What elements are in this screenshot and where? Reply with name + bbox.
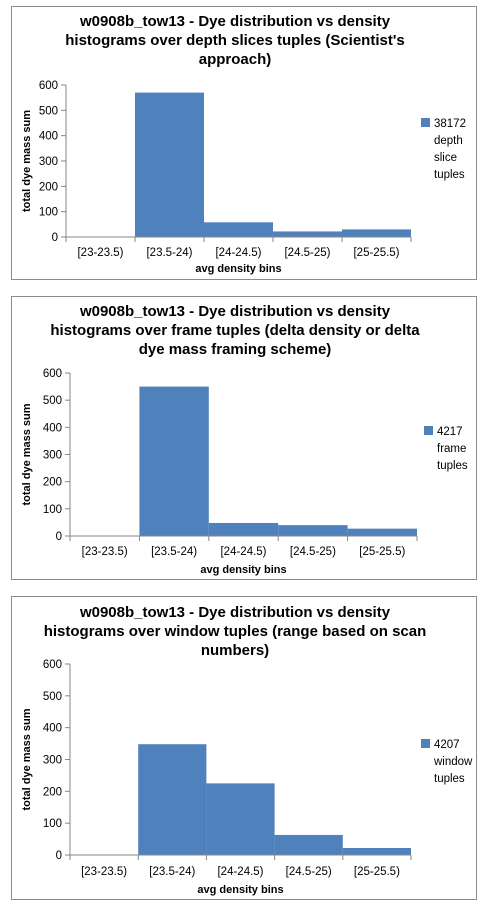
legend-label-line: 4207 — [434, 739, 460, 751]
y-tick-label: 600 — [39, 80, 58, 92]
chart-title-line: histograms over window tuples (range bas… — [44, 623, 427, 640]
bar — [274, 834, 343, 855]
legend-swatch — [421, 118, 430, 127]
bar — [208, 522, 279, 536]
chart-title-line: w0908b_tow13 - Dye distribution vs densi… — [79, 13, 391, 30]
chart-panel-depth-slices: w0908b_tow13 - Dye distribution vs densi… — [11, 6, 477, 280]
x-axis-title: avg density bins — [195, 263, 281, 275]
y-tick-label: 600 — [43, 368, 62, 380]
x-tick-label: [23-23.5) — [77, 247, 123, 259]
x-tick-label: [24-24.5) — [217, 866, 263, 878]
x-tick-label: [23-23.5) — [81, 866, 127, 878]
bar — [138, 744, 207, 855]
chart-panel-frame-tuples: w0908b_tow13 - Dye distribution vs densi… — [11, 296, 477, 580]
y-tick-label: 100 — [39, 207, 58, 219]
y-tick-label: 400 — [39, 131, 58, 143]
y-axis-title: total dye mass sum — [21, 708, 33, 810]
bar — [206, 783, 275, 855]
legend-label-line: tuples — [434, 169, 465, 181]
y-tick-label: 500 — [39, 105, 58, 117]
chart-panel-window-tuples: w0908b_tow13 - Dye distribution vs densi… — [11, 596, 477, 900]
y-tick-label: 300 — [39, 156, 58, 168]
bar — [342, 229, 411, 237]
x-tick-label: [25-25.5) — [359, 546, 405, 558]
legend-label-line: frame — [437, 443, 466, 455]
y-tick-label: 0 — [56, 531, 62, 543]
chart-title-line: dye mass framing scheme) — [139, 341, 332, 358]
x-tick-label: [24-24.5) — [220, 546, 266, 558]
legend-label-line: depth — [434, 135, 463, 147]
chart-title-line: histograms over frame tuples (delta dens… — [50, 322, 420, 339]
bar — [347, 528, 417, 536]
y-tick-label: 100 — [43, 504, 62, 516]
y-tick-label: 0 — [52, 232, 58, 244]
bar — [135, 92, 204, 237]
chart-svg-depth-slices: w0908b_tow13 - Dye distribution vs densi… — [21, 13, 466, 275]
x-tick-label: [24.5-25) — [284, 247, 330, 259]
y-axis-title: total dye mass sum — [21, 110, 33, 212]
chart-title-line: w0908b_tow13 - Dye distribution vs densi… — [79, 303, 391, 320]
legend-label-line: tuples — [434, 773, 465, 785]
y-tick-label: 0 — [56, 850, 62, 862]
x-tick-label: [23.5-24) — [151, 546, 197, 558]
x-tick-label: [24-24.5) — [215, 247, 261, 259]
bar — [204, 222, 273, 237]
x-tick-label: [23.5-24) — [146, 247, 192, 259]
legend-label-line: 4217 — [437, 426, 463, 438]
chart-title-line: w0908b_tow13 - Dye distribution vs densi… — [79, 604, 391, 621]
y-tick-label: 100 — [43, 818, 62, 830]
bar — [139, 386, 209, 536]
legend-swatch — [421, 739, 430, 748]
bar — [278, 525, 348, 536]
legend-swatch — [424, 426, 433, 435]
y-tick-label: 600 — [43, 659, 62, 671]
y-tick-label: 200 — [43, 786, 62, 798]
x-axis-title: avg density bins — [197, 884, 283, 896]
x-axis-title: avg density bins — [200, 564, 286, 576]
chart-title-line: approach) — [199, 51, 272, 68]
y-tick-label: 200 — [39, 181, 58, 193]
chart-title-line: histograms over depth slices tuples (Sci… — [65, 32, 405, 49]
y-tick-label: 500 — [43, 691, 62, 703]
legend-label-line: tuples — [437, 460, 468, 472]
chart-title-line: numbers) — [201, 642, 269, 659]
legend-label-line: window — [433, 756, 473, 768]
legend-label-line: slice — [434, 152, 457, 164]
legend-label-line: 38172 — [434, 118, 466, 130]
x-tick-label: [24.5-25) — [286, 866, 332, 878]
x-tick-label: [25-25.5) — [354, 866, 400, 878]
y-tick-label: 300 — [43, 755, 62, 767]
x-tick-label: [25-25.5) — [353, 247, 399, 259]
x-tick-label: [24.5-25) — [290, 546, 336, 558]
y-tick-label: 400 — [43, 723, 62, 735]
bar — [342, 847, 411, 855]
y-tick-label: 500 — [43, 395, 62, 407]
x-tick-label: [23.5-24) — [149, 866, 195, 878]
chart-svg-window-tuples: w0908b_tow13 - Dye distribution vs densi… — [21, 604, 473, 896]
y-tick-label: 200 — [43, 477, 62, 489]
bar — [273, 231, 342, 237]
y-axis-title: total dye mass sum — [21, 403, 33, 505]
y-tick-label: 300 — [43, 450, 62, 462]
y-tick-label: 400 — [43, 422, 62, 434]
x-tick-label: [23-23.5) — [82, 546, 128, 558]
chart-svg-frame-tuples: w0908b_tow13 - Dye distribution vs densi… — [21, 303, 468, 576]
